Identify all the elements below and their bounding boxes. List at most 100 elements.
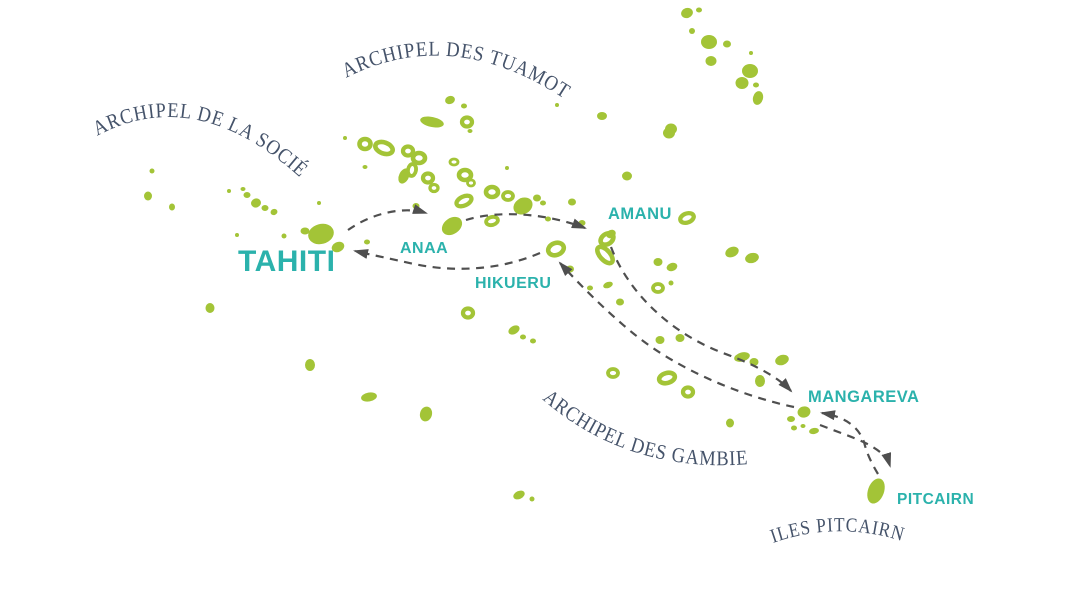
island xyxy=(540,200,546,206)
atoll-ring xyxy=(373,139,395,157)
atoll-ring xyxy=(400,144,416,158)
region-label-text: ARCHIPEL DES TUAMOTU xyxy=(0,0,574,103)
route-mangareva-to-hikueru xyxy=(558,261,795,409)
route-anaa-to-amanu xyxy=(465,213,587,230)
atoll-ring xyxy=(448,157,460,167)
island xyxy=(317,201,321,205)
route-amanu-to-mangareva xyxy=(609,246,793,393)
island xyxy=(467,129,473,133)
atoll-ring xyxy=(420,171,436,185)
atoll-ring xyxy=(483,184,501,200)
route-pitcairn-to-mangareva xyxy=(820,410,879,475)
atoll-ring xyxy=(501,190,515,202)
place-labels-layer: TAHITI ANAA HIKUERU AMANU MANGAREVA PITCAIRN xyxy=(238,205,974,508)
island-pitcairn xyxy=(867,478,885,504)
place-label-hikueru: HIKUERU xyxy=(475,275,551,292)
island xyxy=(520,334,526,340)
island xyxy=(331,241,345,253)
island xyxy=(578,220,586,226)
island xyxy=(622,171,632,181)
island xyxy=(753,82,759,88)
island xyxy=(362,165,368,169)
island xyxy=(530,338,536,344)
island xyxy=(533,194,541,202)
island xyxy=(261,205,269,211)
island xyxy=(755,375,765,387)
island xyxy=(597,112,607,120)
island xyxy=(787,416,795,422)
island xyxy=(749,51,753,55)
island xyxy=(227,189,231,193)
atoll-ring xyxy=(680,385,696,399)
atoll-ring xyxy=(678,211,696,225)
island xyxy=(809,427,819,435)
atoll-ring xyxy=(651,282,665,294)
region-label-tuamotu: ARCHIPEL DES TUAMOTU xyxy=(0,0,575,103)
island xyxy=(419,406,433,422)
island xyxy=(305,359,315,371)
island xyxy=(752,91,764,105)
route-tahiti-to-anaa xyxy=(347,204,428,231)
region-label-societe: ARCHIPEL DE LA SOCIÉTÉ xyxy=(0,0,313,182)
region-label-text: ILES PITCAIRN xyxy=(768,514,907,547)
atoll-ring xyxy=(460,306,476,320)
island xyxy=(689,28,695,34)
island xyxy=(675,334,685,342)
island-amanu xyxy=(598,230,616,248)
place-label-pitcairn: PITCAIRN xyxy=(897,491,974,508)
island xyxy=(461,103,467,109)
region-label-iles-pitcairn: ILES PITCAIRN xyxy=(768,514,908,547)
island xyxy=(681,7,693,19)
atoll-ring xyxy=(466,178,476,188)
island xyxy=(235,233,239,237)
island xyxy=(251,198,261,208)
island xyxy=(513,197,533,215)
region-label-text: ARCHIPEL DE LA SOCIÉTÉ xyxy=(0,0,312,182)
island xyxy=(364,239,370,245)
place-label-mangareva: MANGAREVA xyxy=(808,388,919,406)
atoll-ring xyxy=(459,115,475,129)
atoll-ring xyxy=(595,244,615,266)
island xyxy=(791,425,797,431)
atoll-ring xyxy=(484,214,500,228)
islands-layer xyxy=(144,7,885,504)
island xyxy=(508,325,520,335)
island xyxy=(343,136,347,140)
island xyxy=(616,298,624,306)
island xyxy=(361,392,377,402)
island xyxy=(169,203,175,211)
island xyxy=(663,127,675,139)
island xyxy=(655,336,665,344)
island xyxy=(705,56,717,66)
island xyxy=(725,246,739,258)
island xyxy=(300,227,310,235)
atoll-ring xyxy=(428,182,440,194)
island xyxy=(529,496,535,502)
island xyxy=(240,187,246,191)
island xyxy=(701,35,717,49)
island xyxy=(742,64,758,78)
atoll-ring xyxy=(410,150,428,166)
island xyxy=(398,168,410,184)
island xyxy=(555,103,559,107)
island xyxy=(726,418,734,428)
island xyxy=(281,233,287,239)
place-label-tahiti: TAHITI xyxy=(238,245,335,278)
island-anaa xyxy=(441,216,463,236)
route-mangareva-to-pitcairn xyxy=(819,423,892,468)
island xyxy=(513,490,525,500)
island xyxy=(243,192,251,198)
atoll-ring xyxy=(606,367,620,379)
island xyxy=(205,303,215,313)
island xyxy=(412,203,420,209)
place-label-anaa: ANAA xyxy=(400,240,448,257)
island xyxy=(603,281,613,289)
atoll-ring xyxy=(454,193,474,209)
island xyxy=(445,95,455,105)
atoll-ring xyxy=(456,167,474,183)
island-tahiti xyxy=(308,223,334,245)
island xyxy=(800,424,806,428)
island xyxy=(420,116,444,128)
route-hikueru-to-tahiti xyxy=(353,249,541,270)
